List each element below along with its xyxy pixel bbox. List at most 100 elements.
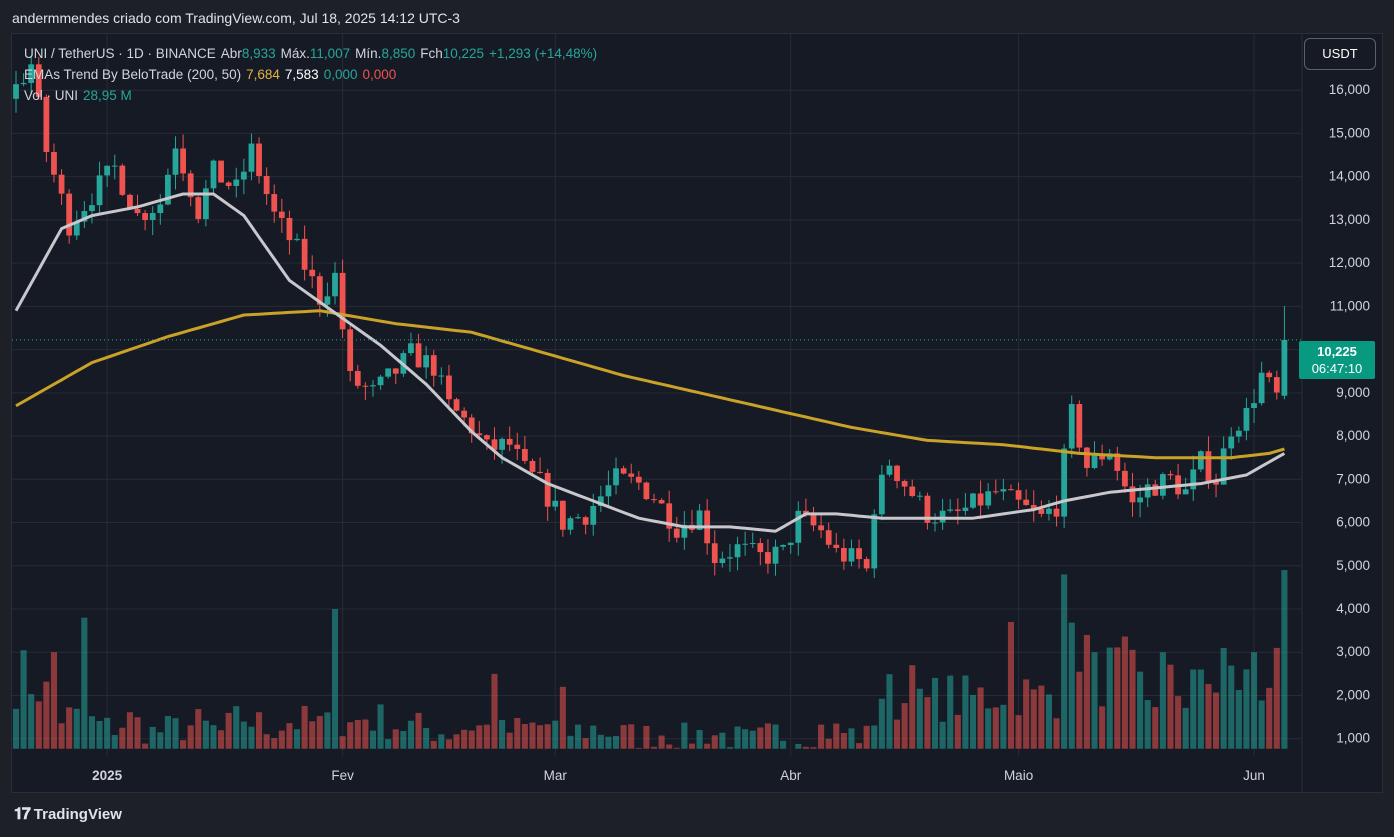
volume-bar — [977, 687, 984, 749]
volume-bar — [1205, 683, 1212, 749]
candle-body — [408, 343, 414, 354]
candle-body — [1122, 470, 1128, 487]
legend-symbol[interactable]: UNI / TetherUS · 1D · BINANCE — [24, 46, 216, 61]
volume-bar — [476, 725, 483, 749]
candle-body — [476, 433, 483, 436]
price-tick-label: 9,000 — [1336, 385, 1370, 400]
candle-body — [180, 148, 186, 174]
volume-bar — [1190, 669, 1197, 749]
candle-body — [575, 517, 581, 519]
volume-bar — [939, 721, 946, 749]
volume-bar — [734, 726, 741, 749]
legend-high-label: Máx. — [280, 46, 310, 61]
candle-body — [119, 165, 126, 195]
volume-bar — [392, 729, 399, 749]
price-chart[interactable]: 1,000 2,000 3,000 4,000 5,000 6,000 7,000 8,000… — [12, 34, 1382, 792]
candle-body — [58, 174, 65, 194]
volume-bar — [909, 665, 916, 749]
candle-body — [423, 355, 430, 368]
volume-bar — [1000, 704, 1007, 749]
legend-ohlc: UNI / TetherUS · 1D · BINANCE Abr8,933 Máx… — [24, 46, 602, 61]
volume-bar — [1182, 707, 1189, 749]
volume-bar — [202, 720, 209, 749]
volume-bar — [142, 743, 149, 749]
candle-body — [947, 509, 954, 511]
volume-bar — [50, 652, 58, 749]
volume-bar — [1273, 647, 1280, 749]
volume-bar — [316, 716, 323, 749]
time-tick-label: Fev — [331, 768, 354, 783]
volume-bar — [1083, 634, 1090, 749]
candle-body — [635, 476, 642, 483]
volume-bar — [468, 730, 475, 749]
volume-bar — [1076, 671, 1083, 749]
candle-body — [1159, 474, 1166, 496]
volume-bar — [1129, 649, 1136, 749]
candle-body — [818, 525, 824, 531]
candle-body — [1023, 499, 1030, 506]
volume-bar — [559, 686, 566, 749]
tradingview-brand[interactable]: 𝟏𝟕 TradingView — [14, 806, 122, 824]
candle-body — [765, 552, 771, 564]
candle-body — [1061, 448, 1068, 517]
title-bar: andermmendes criado com TradingView.com,… — [0, 0, 1394, 34]
candle-body — [301, 238, 308, 270]
candle-body — [233, 179, 240, 186]
volume-bar — [88, 716, 95, 749]
candle-body — [385, 368, 392, 377]
volume-bar — [696, 730, 703, 749]
volume-label[interactable]: Vol · UNI — [24, 88, 79, 103]
candle-body — [916, 495, 923, 497]
volume-bar — [1091, 652, 1098, 749]
volume-bar — [1045, 694, 1052, 749]
volume-bar — [992, 707, 999, 749]
price-tick-label: 5,000 — [1336, 558, 1370, 573]
candle-body — [202, 188, 209, 220]
volume-bar — [149, 726, 156, 749]
volume-bar — [1015, 715, 1022, 749]
candle-body — [734, 544, 741, 558]
candle-body — [666, 503, 673, 529]
candle-body — [195, 197, 202, 220]
volume-bar — [1281, 570, 1288, 749]
candle-body — [187, 173, 194, 198]
volume-bar — [962, 675, 969, 749]
candle-body — [468, 417, 475, 434]
candle-body — [825, 530, 832, 545]
candle-body — [582, 517, 589, 525]
currency-button[interactable]: USDT — [1304, 38, 1376, 70]
volume-bar — [506, 732, 513, 749]
candle-body — [757, 543, 764, 553]
candle-body — [1152, 484, 1159, 496]
candle-body — [856, 548, 862, 560]
candle-body — [742, 543, 749, 545]
candle-body — [833, 544, 840, 548]
volume-bar — [256, 712, 263, 749]
time-tick-label: Jun — [1243, 768, 1265, 783]
volume-bar — [187, 725, 194, 749]
volume-bar — [445, 739, 452, 749]
price-tick-label: 7,000 — [1336, 471, 1370, 486]
candle-body — [165, 174, 171, 205]
candle-body — [415, 343, 422, 368]
price-tick-label: 3,000 — [1336, 644, 1370, 659]
candle-body — [1273, 377, 1280, 393]
candle-body — [1197, 451, 1204, 470]
candle-body — [985, 491, 992, 506]
volume-bar — [218, 730, 225, 749]
volume-bar — [954, 714, 961, 749]
volume-bar — [795, 743, 802, 749]
volume-bar — [240, 721, 247, 749]
candle-body — [962, 507, 969, 511]
indicator-name[interactable]: EMAs Trend By BeloTrade (200, 50) — [24, 67, 242, 82]
candle-body — [438, 375, 445, 377]
price-tick-label: 12,000 — [1329, 255, 1370, 270]
volume-bar — [111, 734, 118, 749]
volume-bar — [1258, 700, 1265, 749]
candle-body — [544, 472, 551, 507]
candle-body — [210, 160, 217, 189]
volume-bar — [1038, 685, 1045, 749]
candle-body — [172, 148, 179, 175]
candle-body — [51, 151, 57, 175]
candle-body — [780, 544, 787, 547]
